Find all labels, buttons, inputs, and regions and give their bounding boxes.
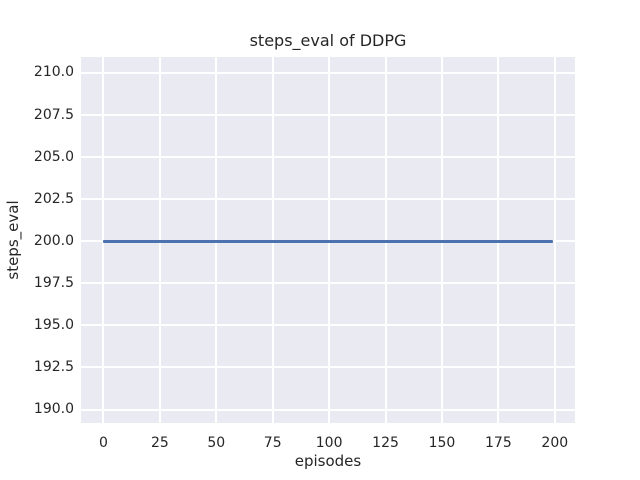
vertical-gridline <box>553 57 556 423</box>
y-tick-label: 205.0 <box>33 148 74 165</box>
chart-title: steps_eval of DDPG <box>249 31 407 50</box>
horizontal-gridline <box>81 198 575 201</box>
y-tick-label: 195.0 <box>33 316 74 333</box>
y-tick-label: 197.5 <box>33 274 74 291</box>
x-tick-label: 100 <box>315 435 343 451</box>
y-tick-label: 210.0 <box>33 64 74 81</box>
x-tick-label: 175 <box>485 435 512 451</box>
x-tick-label: 50 <box>207 435 226 451</box>
x-tick-label: 150 <box>428 435 456 451</box>
y-tick-label: 200.0 <box>33 232 74 249</box>
horizontal-gridline <box>81 71 575 74</box>
horizontal-gridline <box>81 156 575 159</box>
y-tick-label: 192.5 <box>33 358 74 375</box>
horizontal-gridline <box>81 282 575 285</box>
y-tick-label: 207.5 <box>33 106 74 123</box>
x-axis-label: episodes <box>294 452 362 470</box>
x-tick-label: 125 <box>372 435 399 451</box>
x-tick-label: 75 <box>263 435 282 451</box>
y-tick-label: 202.5 <box>33 190 74 207</box>
horizontal-gridline <box>81 366 575 369</box>
horizontal-gridline <box>81 114 575 117</box>
y-tick-label: 190.0 <box>33 401 74 418</box>
horizontal-gridline <box>81 324 575 327</box>
x-tick-label: 25 <box>150 435 169 451</box>
x-tick-label: 0 <box>98 435 108 451</box>
horizontal-gridline <box>81 408 575 411</box>
series-line-steps_eval <box>103 240 553 243</box>
x-tick-label: 200 <box>541 435 569 451</box>
plot-area <box>81 57 575 423</box>
